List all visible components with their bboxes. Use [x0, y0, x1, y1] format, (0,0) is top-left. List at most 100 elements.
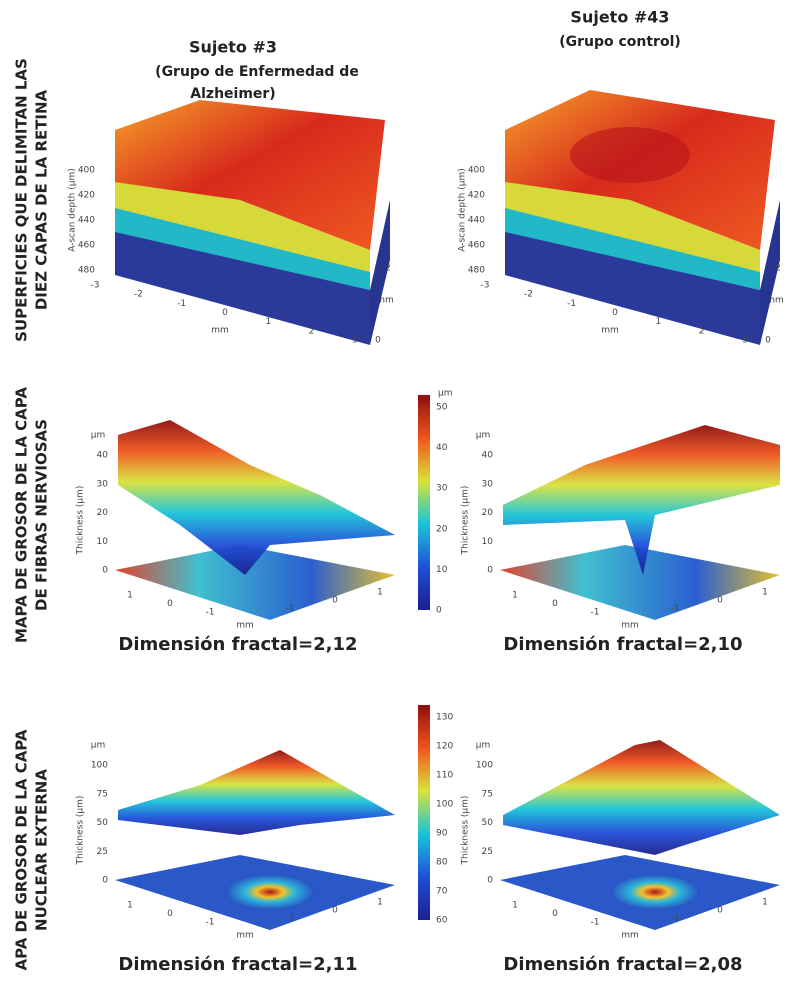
z-axis-unit: µm — [91, 431, 106, 441]
column-subtitle: (Grupo de Enfermedad de — [155, 64, 359, 80]
column-subtitle: Alzheimer) — [190, 86, 275, 102]
y-tick-label: 0 — [375, 336, 381, 346]
z-tick-label: 25 — [97, 847, 108, 857]
z-tick-label: 40 — [97, 451, 109, 461]
surface-front — [115, 230, 370, 345]
z-tick-label: 75 — [97, 789, 108, 799]
y-tick-label: 1 — [377, 588, 383, 598]
x-tick-label: 1 — [127, 901, 133, 911]
layer-yellow — [115, 180, 370, 272]
caption: Dimensión fractal=2,11 — [118, 954, 357, 975]
colorbar-tick-label: 60 — [436, 916, 448, 926]
z-tick-label: 20 — [482, 508, 494, 518]
y-tick-label: 2 — [775, 264, 781, 274]
z-tick-label: 0 — [487, 876, 493, 886]
floor-map — [500, 545, 780, 620]
colorbar-tick-label: 130 — [436, 713, 453, 723]
z-tick-label: 440 — [468, 216, 485, 226]
z-axis-label: Thickness (µm) — [461, 796, 471, 866]
x-tick-label: 3 — [742, 336, 748, 346]
z-tick-label: 0 — [102, 566, 108, 576]
row-label: APA DE GROSOR DE LA CAPA — [13, 729, 31, 970]
z-tick-label: 10 — [97, 537, 109, 547]
z-tick-label: 20 — [97, 508, 109, 518]
floor-map — [115, 545, 395, 620]
x-tick-label: -1 — [177, 299, 186, 309]
colorbar-tick-label: 120 — [436, 742, 453, 752]
x-tick-label: 1 — [265, 317, 271, 327]
z-tick-label: 100 — [476, 761, 493, 771]
row-label: NUCLEAR EXTERNA — [33, 769, 51, 931]
z-axis-unit: µm — [476, 431, 491, 441]
caption: Dimensión fractal=2,08 — [503, 954, 742, 975]
z-tick-label: 50 — [482, 818, 494, 828]
y-tick-label: 1 — [377, 898, 383, 908]
floor-unit: mm — [236, 621, 254, 631]
z-axis-label: Thickness (µm) — [461, 486, 471, 556]
x-axis-unit: mm — [211, 326, 229, 336]
z-tick-label: 440 — [78, 216, 95, 226]
z-axis-label: Thickness (µm) — [76, 486, 86, 556]
thickness-surface — [118, 750, 395, 835]
column-title: Sujeto #3 — [189, 38, 277, 57]
colorbar-tick-label: 40 — [436, 443, 448, 453]
colorbar-tick-label: 80 — [436, 858, 448, 868]
caption: Dimensión fractal=2,10 — [503, 634, 742, 655]
z-tick-label: 40 — [482, 451, 494, 461]
floor-unit: mm — [621, 621, 639, 631]
y-tick-label: 2 — [385, 264, 391, 274]
z-tick-label: 50 — [97, 818, 109, 828]
x-tick-label: 1 — [655, 317, 661, 327]
x-tick-label: 0 — [552, 599, 558, 609]
x-tick-label: -2 — [524, 290, 533, 300]
x-tick-label: -1 — [206, 918, 215, 928]
x-tick-label: -3 — [481, 281, 490, 291]
row-label: SUPERFICIES QUE DELIMITAN LAS — [13, 58, 31, 342]
floor-unit: mm — [236, 931, 254, 941]
z-tick-label: 10 — [482, 537, 494, 547]
z-tick-label: 30 — [97, 479, 109, 489]
z-tick-label: 400 — [468, 166, 485, 176]
z-tick-label: 420 — [468, 191, 485, 201]
thickness-surface — [503, 740, 780, 855]
x-tick-label: 1 — [512, 901, 518, 911]
x-tick-label: -2 — [134, 290, 143, 300]
caption: Dimensión fractal=2,12 — [118, 634, 357, 655]
z-tick-label: 460 — [78, 241, 95, 251]
surface-side — [370, 200, 390, 345]
colorbar-tick-label: 70 — [436, 887, 448, 897]
x-tick-label: 2 — [699, 326, 705, 336]
colorbar-tick-label: 90 — [436, 829, 448, 839]
thickness-surface — [118, 420, 395, 575]
x-tick-label: 0 — [612, 308, 618, 318]
z-tick-label: 480 — [78, 266, 95, 276]
z-tick-label: 480 — [468, 266, 485, 276]
x-axis-unit: mm — [601, 326, 619, 336]
z-tick-label: 0 — [487, 566, 493, 576]
x-tick-label: 2 — [309, 326, 315, 336]
layer-cyan — [115, 205, 370, 290]
x-tick-label: 3 — [352, 336, 358, 346]
colorbar-tick-label: 50 — [436, 403, 448, 413]
layer-cyan — [505, 205, 760, 290]
surface-top — [115, 100, 385, 250]
floor-hotspot — [225, 874, 315, 910]
row-label: DE FIBRAS NERVIOSAS — [33, 419, 51, 611]
column-title: Sujeto #43 — [570, 8, 669, 27]
y-axis-unit: mm — [376, 296, 394, 306]
z-tick-label: 25 — [482, 847, 493, 857]
x-tick-label: 0 — [552, 909, 558, 919]
layer-yellow — [505, 180, 760, 272]
colorbar-tick-label: 20 — [436, 524, 448, 534]
x-tick-label: -1 — [567, 299, 576, 309]
surface-front — [505, 230, 760, 345]
x-tick-label: -1 — [591, 608, 600, 618]
colorbar-tick-label: 30 — [436, 484, 448, 494]
x-tick-label: 1 — [127, 591, 133, 601]
z-axis-unit: µm — [476, 741, 491, 751]
y-tick-label: 0 — [332, 596, 338, 606]
z-tick-label: 30 — [482, 479, 494, 489]
z-tick-label: 400 — [78, 166, 95, 176]
x-tick-label: 0 — [222, 308, 228, 318]
